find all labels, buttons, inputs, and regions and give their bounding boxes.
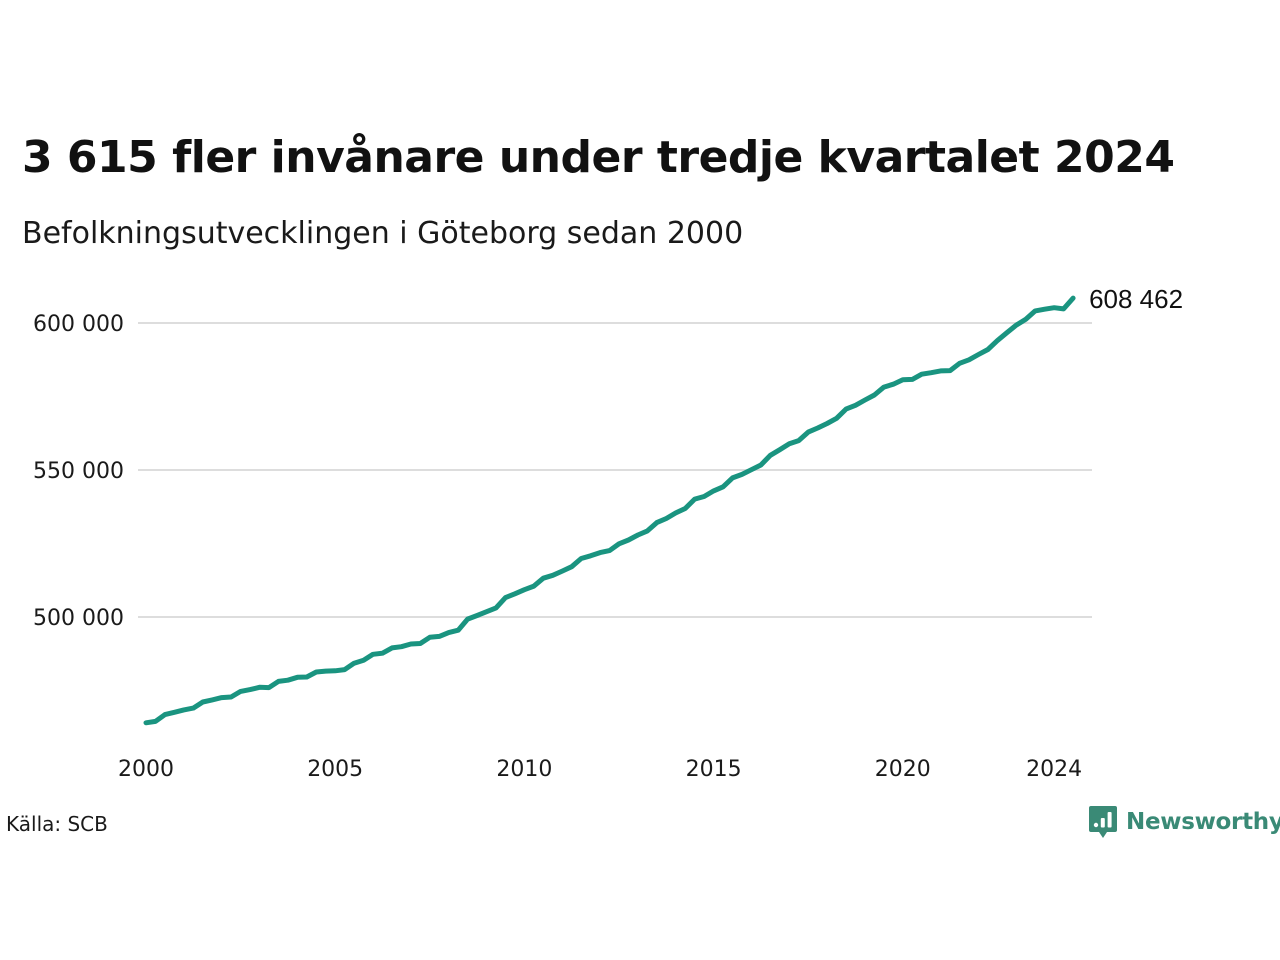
brand-name: Newsworthy: [1126, 809, 1280, 835]
source-credit: Källa: SCB: [6, 812, 108, 836]
x-tick-label: 2000: [118, 757, 174, 782]
population-series-line: [143, 295, 1076, 726]
y-axis-tick-labels: 500 000 550 000 600 000: [33, 312, 124, 631]
chart-title: 3 615 fler invånare under tredje kvartal…: [22, 132, 1175, 183]
x-axis-tick-labels: 2000 2005 2010 2015 2020 2024: [118, 757, 1082, 782]
y-tick-label: 500 000: [33, 606, 124, 631]
grid-lines: [138, 322, 1092, 618]
x-tick-label: 2015: [686, 757, 742, 782]
end-value-label: 608 462: [1089, 284, 1183, 314]
y-tick-label: 550 000: [33, 459, 124, 484]
y-tick-label: 600 000: [33, 312, 124, 337]
x-tick-label: 2020: [875, 757, 931, 782]
x-tick-label: 2005: [307, 757, 363, 782]
x-tick-label: 2024: [1026, 757, 1082, 782]
newsworthy-logo-icon: [1089, 806, 1117, 838]
x-tick-label: 2010: [496, 757, 552, 782]
chart-subtitle: Befolkningsutvecklingen i Göteborg sedan…: [22, 216, 744, 251]
brand-logo: Newsworthy: [1088, 804, 1280, 840]
